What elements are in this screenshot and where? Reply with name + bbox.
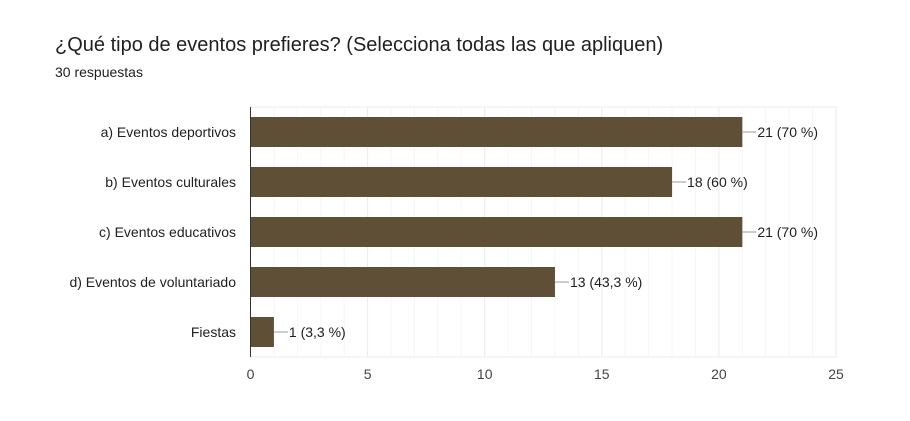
data-label: 1 (3,3 %) <box>289 324 346 340</box>
x-tick-label: 15 <box>594 366 610 382</box>
bar <box>250 217 743 247</box>
category-label: a) Eventos deportivos <box>101 124 236 140</box>
x-tick-label: 20 <box>711 366 727 382</box>
bar <box>250 167 673 197</box>
data-label: 13 (43,3 %) <box>570 274 642 290</box>
category-label: c) Eventos educativos <box>99 224 236 240</box>
category-label: d) Eventos de voluntariado <box>69 274 236 290</box>
category-label: Fiestas <box>191 324 236 340</box>
x-tick-label: 10 <box>477 366 493 382</box>
data-label: 21 (70 %) <box>757 224 818 240</box>
category-label: b) Eventos culturales <box>105 174 236 190</box>
response-count: 30 respuestas <box>55 64 143 80</box>
data-label: 21 (70 %) <box>757 124 818 140</box>
bar <box>250 317 274 347</box>
data-label: 18 (60 %) <box>687 174 748 190</box>
x-tick-label: 5 <box>364 366 372 382</box>
bar <box>250 117 743 147</box>
chart-title: ¿Qué tipo de eventos prefieres? (Selecci… <box>55 34 664 56</box>
bar <box>250 267 555 297</box>
x-tick-label: 25 <box>828 366 844 382</box>
x-tick-label: 0 <box>247 366 255 382</box>
